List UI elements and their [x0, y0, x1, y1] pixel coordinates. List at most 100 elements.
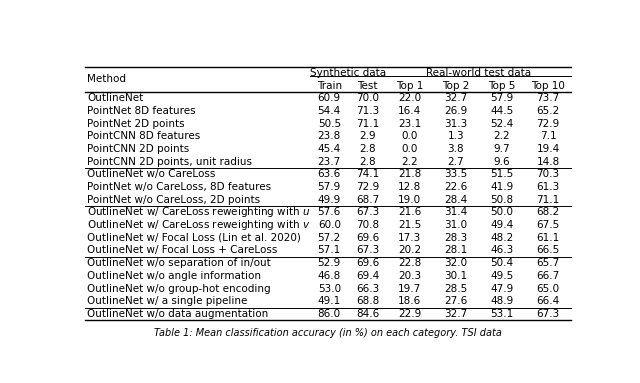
Text: 3.8: 3.8 [447, 144, 464, 154]
Text: 48.9: 48.9 [490, 296, 513, 306]
Text: 66.7: 66.7 [536, 271, 559, 281]
Text: 70.3: 70.3 [536, 169, 559, 179]
Text: 21.5: 21.5 [398, 220, 422, 230]
Text: PointCNN 2D points, unit radius: PointCNN 2D points, unit radius [88, 157, 252, 167]
Text: 68.7: 68.7 [356, 195, 380, 205]
Text: 50.5: 50.5 [317, 119, 341, 129]
Text: 44.5: 44.5 [490, 106, 513, 116]
Text: 22.8: 22.8 [398, 258, 422, 268]
Text: 28.5: 28.5 [444, 283, 468, 293]
Text: 60.9: 60.9 [317, 93, 341, 103]
Text: 67.3: 67.3 [536, 309, 559, 319]
Text: 70.0: 70.0 [356, 93, 379, 103]
Text: 32.7: 32.7 [444, 93, 468, 103]
Text: 63.6: 63.6 [317, 169, 341, 179]
Text: 50.0: 50.0 [490, 208, 513, 218]
Text: 68.2: 68.2 [536, 208, 559, 218]
Text: 46.3: 46.3 [490, 246, 513, 255]
Text: 23.8: 23.8 [317, 131, 341, 141]
Text: PointNet 8D features: PointNet 8D features [88, 106, 196, 116]
Text: 57.1: 57.1 [317, 246, 341, 255]
Text: 57.9: 57.9 [490, 93, 513, 103]
Text: 86.0: 86.0 [317, 309, 341, 319]
Text: 19.0: 19.0 [398, 195, 421, 205]
Text: 48.2: 48.2 [490, 233, 513, 243]
Text: OutlineNet w/o separation of in/out: OutlineNet w/o separation of in/out [88, 258, 271, 268]
Text: 71.1: 71.1 [536, 195, 559, 205]
Text: Top 5: Top 5 [488, 81, 516, 91]
Text: 67.5: 67.5 [536, 220, 559, 230]
Text: 17.3: 17.3 [398, 233, 422, 243]
Text: 65.0: 65.0 [536, 283, 559, 293]
Text: 19.7: 19.7 [398, 283, 422, 293]
Text: 2.8: 2.8 [359, 144, 376, 154]
Text: 19.4: 19.4 [536, 144, 559, 154]
Text: 50.4: 50.4 [490, 258, 513, 268]
Text: OutlineNet: OutlineNet [88, 93, 144, 103]
Text: 68.8: 68.8 [356, 296, 380, 306]
Text: 32.7: 32.7 [444, 309, 468, 319]
Text: 74.1: 74.1 [356, 169, 380, 179]
Text: 73.7: 73.7 [536, 93, 559, 103]
Text: 21.8: 21.8 [398, 169, 422, 179]
Text: 53.0: 53.0 [317, 283, 341, 293]
Text: 69.4: 69.4 [356, 271, 380, 281]
Text: 0.0: 0.0 [402, 144, 418, 154]
Text: 66.5: 66.5 [536, 246, 559, 255]
Text: 16.4: 16.4 [398, 106, 422, 116]
Text: 22.9: 22.9 [398, 309, 422, 319]
Text: PointCNN 2D points: PointCNN 2D points [88, 144, 189, 154]
Text: 49.1: 49.1 [317, 296, 341, 306]
Text: OutlineNet w/ CareLoss reweighting with $\it{v}$: OutlineNet w/ CareLoss reweighting with … [88, 218, 311, 232]
Text: 26.9: 26.9 [444, 106, 468, 116]
Text: OutlineNet w/ a single pipeline: OutlineNet w/ a single pipeline [88, 296, 248, 306]
Text: 46.8: 46.8 [317, 271, 341, 281]
Text: 49.9: 49.9 [317, 195, 341, 205]
Text: 50.8: 50.8 [490, 195, 513, 205]
Text: 47.9: 47.9 [490, 283, 513, 293]
Text: OutlineNet w/ Focal Loss (Lin et al. 2020): OutlineNet w/ Focal Loss (Lin et al. 202… [88, 233, 301, 243]
Text: OutlineNet w/o CareLoss: OutlineNet w/o CareLoss [88, 169, 216, 179]
Text: 28.3: 28.3 [444, 233, 468, 243]
Text: 23.1: 23.1 [398, 119, 422, 129]
Text: 9.7: 9.7 [493, 144, 510, 154]
Text: 51.5: 51.5 [490, 169, 513, 179]
Text: OutlineNet w/o data augmentation: OutlineNet w/o data augmentation [88, 309, 269, 319]
Text: 18.6: 18.6 [398, 296, 422, 306]
Text: 20.3: 20.3 [398, 271, 421, 281]
Text: 49.5: 49.5 [490, 271, 513, 281]
Text: 28.1: 28.1 [444, 246, 468, 255]
Text: 49.4: 49.4 [490, 220, 513, 230]
Text: PointNet w/o CareLoss, 2D points: PointNet w/o CareLoss, 2D points [88, 195, 260, 205]
Text: 70.8: 70.8 [356, 220, 380, 230]
Text: 23.7: 23.7 [317, 157, 341, 167]
Text: 30.1: 30.1 [444, 271, 467, 281]
Text: 2.8: 2.8 [359, 157, 376, 167]
Text: 12.8: 12.8 [398, 182, 422, 192]
Text: 22.0: 22.0 [398, 93, 421, 103]
Text: Real-world test data: Real-world test data [426, 68, 531, 78]
Text: 72.9: 72.9 [356, 182, 380, 192]
Text: 71.3: 71.3 [356, 106, 380, 116]
Text: PointNet w/o CareLoss, 8D features: PointNet w/o CareLoss, 8D features [88, 182, 271, 192]
Text: 57.9: 57.9 [317, 182, 341, 192]
Text: Table 1: Mean classification accuracy (in %) on each category. TSI data: Table 1: Mean classification accuracy (i… [154, 328, 502, 338]
Text: 0.0: 0.0 [402, 131, 418, 141]
Text: 32.0: 32.0 [444, 258, 467, 268]
Text: 53.1: 53.1 [490, 309, 513, 319]
Text: 61.1: 61.1 [536, 233, 559, 243]
Text: 14.8: 14.8 [536, 157, 559, 167]
Text: 31.4: 31.4 [444, 208, 468, 218]
Text: 61.3: 61.3 [536, 182, 559, 192]
Text: 65.2: 65.2 [536, 106, 559, 116]
Text: OutlineNet w/o angle information: OutlineNet w/o angle information [88, 271, 262, 281]
Text: 52.9: 52.9 [317, 258, 341, 268]
Text: 2.7: 2.7 [447, 157, 464, 167]
Text: Top 1: Top 1 [396, 81, 424, 91]
Text: 69.6: 69.6 [356, 233, 380, 243]
Text: 57.6: 57.6 [317, 208, 341, 218]
Text: 1.3: 1.3 [447, 131, 464, 141]
Text: 54.4: 54.4 [317, 106, 341, 116]
Text: 33.5: 33.5 [444, 169, 468, 179]
Text: PointCNN 8D features: PointCNN 8D features [88, 131, 201, 141]
